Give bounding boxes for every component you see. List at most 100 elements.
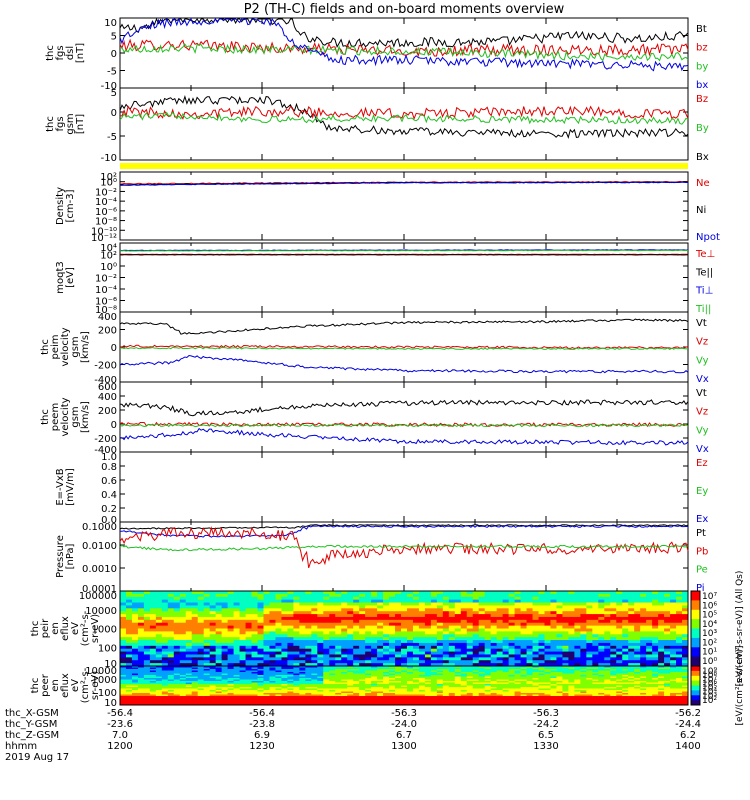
heatmap-cell [520, 605, 528, 609]
colorbar-segment [691, 591, 700, 601]
heatmap-cell [532, 645, 540, 650]
heatmap-cell [568, 681, 575, 683]
heatmap-cell [335, 670, 342, 673]
heatmap-cell [496, 591, 504, 595]
heatmap-cell [466, 691, 474, 694]
heatmap-cell [568, 688, 575, 691]
heatmap-cell [311, 700, 318, 703]
heatmap-cell [389, 631, 396, 635]
heatmap-cell [221, 675, 229, 677]
heatmap-cell [406, 596, 414, 601]
heatmap-cell [383, 637, 390, 641]
heatmap-cell [401, 687, 408, 689]
heatmap-cell [251, 693, 259, 695]
heatmap-cell [466, 596, 474, 601]
heatmap-cell [281, 634, 288, 638]
heatmap-cell [317, 631, 324, 635]
heatmap-cell [616, 648, 623, 653]
heatmap-cell [568, 651, 575, 655]
heatmap-cell [227, 694, 235, 697]
legend-item: Pt [696, 528, 706, 539]
heatmap-cell [484, 654, 492, 658]
heatmap-cell [550, 676, 557, 679]
heatmap-cell [197, 691, 205, 694]
heatmap-cell [125, 631, 133, 635]
heatmap-cell [149, 687, 157, 689]
heatmap-cell [293, 622, 300, 627]
heatmap-cell [389, 593, 396, 598]
heatmap-cell [640, 619, 647, 624]
heatmap-cell [634, 619, 641, 624]
heatmap-cell [173, 611, 181, 615]
heatmap-cell [269, 602, 276, 606]
heatmap-cell [239, 691, 247, 694]
heatmap-cell [676, 614, 683, 618]
heatmap-cell [341, 640, 348, 644]
heatmap-cell [401, 670, 408, 673]
heatmap-cell [568, 670, 575, 673]
heatmap-cell [317, 679, 324, 682]
heatmap-cell [173, 648, 181, 653]
heatmap-cell [365, 628, 372, 632]
heatmap-cell [574, 681, 581, 683]
heatmap-cell [670, 645, 677, 650]
heatmap-cell [544, 596, 551, 601]
panel-temperature: moqt3[eV]10⁴10²10⁰10⁻²10⁻⁴10⁻⁶10⁻⁸Te⊥Te|… [55, 242, 715, 316]
heatmap-cell [323, 696, 330, 698]
heatmap-cell [592, 593, 599, 598]
heatmap-cell [155, 702, 163, 704]
y-axis-label-line: [mV/m] [65, 468, 76, 506]
heatmap-cell [335, 648, 342, 653]
heatmap-cell [538, 700, 546, 703]
heatmap-cell [245, 678, 253, 680]
heatmap-cell [245, 663, 253, 667]
heatmap-cell [574, 682, 581, 685]
heatmap-cell [335, 628, 342, 632]
heatmap-cell [167, 619, 175, 624]
heatmap-cell [496, 648, 504, 653]
heatmap-cell [442, 648, 450, 653]
heatmap-cell [478, 673, 486, 676]
heatmap-cell [305, 673, 312, 676]
heatmap-cell [568, 631, 575, 635]
heatmap-cell [347, 678, 354, 680]
heatmap-cell [197, 684, 205, 686]
heatmap-cell [484, 608, 492, 612]
heatmap-cell [197, 693, 205, 695]
heatmap-cell [173, 675, 181, 677]
heatmap-cell [580, 667, 587, 670]
heatmap-cell [395, 651, 402, 655]
heatmap-cell [604, 645, 611, 650]
heatmap-cell [418, 634, 426, 638]
heatmap-cell [556, 591, 563, 595]
heatmap-cell [149, 611, 157, 615]
heatmap-cell [586, 625, 593, 629]
heatmap-cell [167, 660, 175, 664]
heatmap-cell [353, 625, 360, 629]
heatmap-cell [329, 667, 336, 670]
heatmap-cell [478, 605, 486, 609]
heatmap-cell [149, 602, 157, 606]
heatmap-cell [389, 667, 396, 670]
heatmap-cell [418, 640, 426, 644]
heatmap-cell [329, 699, 336, 701]
heatmap-cell [490, 602, 498, 606]
heatmap-cell [317, 696, 324, 698]
heatmap-cell [406, 651, 414, 655]
heatmap-cell [287, 691, 294, 694]
heatmap-cell [185, 634, 193, 638]
heatmap-cell [263, 596, 270, 601]
heatmap-cell [377, 687, 384, 689]
heatmap-cell [353, 681, 360, 683]
heatmap-cell [544, 675, 551, 677]
heatmap-cell [167, 631, 175, 635]
heatmap-cell [317, 648, 324, 653]
heatmap-cell [562, 685, 569, 688]
heatmap-cell [562, 619, 569, 624]
heatmap-cell [538, 688, 546, 691]
heatmap-cell [634, 616, 641, 621]
heatmap-cell [418, 672, 426, 674]
heatmap-cell [299, 687, 306, 689]
heatmap-cell [179, 693, 187, 695]
heatmap-cell [418, 691, 426, 694]
